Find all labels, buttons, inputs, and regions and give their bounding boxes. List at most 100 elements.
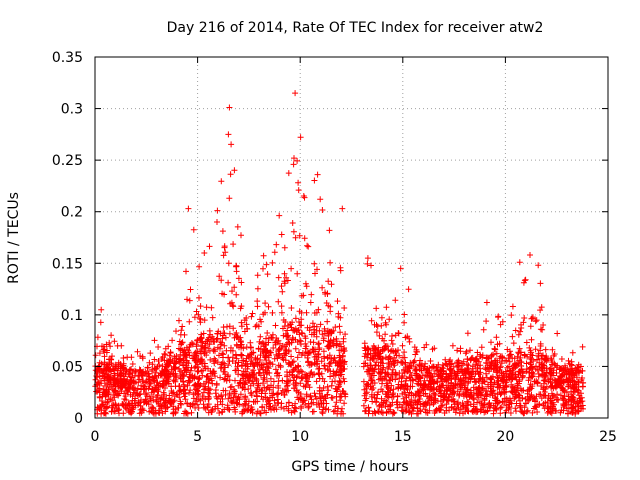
data-point (266, 335, 272, 342)
data-point (443, 361, 450, 367)
data-point (294, 157, 301, 164)
data-point (571, 371, 578, 378)
data-point (186, 343, 193, 350)
data-point (184, 400, 191, 407)
data-point (370, 372, 377, 379)
data-point (490, 387, 497, 394)
data-point (383, 343, 390, 350)
data-point (480, 326, 487, 333)
data-point (191, 382, 198, 389)
data-point (333, 388, 340, 395)
data-point (219, 350, 226, 357)
data-point (265, 397, 272, 404)
data-point (207, 356, 214, 363)
data-point (412, 376, 419, 383)
data-point (415, 389, 422, 396)
data-point (111, 338, 118, 345)
data-point (369, 356, 376, 362)
data-point (341, 305, 348, 311)
data-point (364, 351, 371, 358)
data-point (276, 351, 283, 358)
data-point (263, 371, 270, 378)
data-point (326, 227, 333, 234)
data-point (283, 383, 290, 390)
data-point (391, 354, 398, 361)
data-point (278, 309, 285, 316)
data-point (491, 379, 498, 386)
data-point (312, 346, 319, 353)
data-point (396, 352, 403, 359)
data-point (421, 344, 428, 351)
data-point (238, 351, 245, 358)
data-point (268, 382, 274, 389)
data-point (236, 401, 243, 408)
data-point (239, 385, 246, 391)
data-point (528, 336, 535, 343)
data-point (248, 344, 254, 351)
data-point (203, 338, 210, 345)
data-point (399, 373, 406, 379)
data-point (528, 370, 535, 377)
data-point (426, 365, 433, 371)
data-point (365, 404, 372, 411)
data-point (534, 380, 541, 387)
data-point (263, 409, 270, 416)
data-point (560, 402, 567, 409)
data-point (262, 366, 269, 373)
data-point (431, 370, 438, 377)
data-point (179, 323, 186, 330)
data-point (220, 252, 227, 259)
data-point (272, 322, 279, 329)
y-tick-label: 0.3 (61, 102, 83, 118)
data-point (151, 378, 158, 385)
data-point (225, 131, 232, 138)
data-point (322, 395, 329, 402)
data-point (133, 368, 139, 375)
data-point (245, 402, 252, 409)
data-point (333, 393, 340, 400)
data-point (267, 375, 274, 382)
x-tick-label: 10 (291, 429, 309, 445)
data-point (405, 286, 412, 293)
data-point (181, 331, 188, 338)
data-point (408, 372, 415, 379)
data-point (433, 386, 440, 393)
data-point (234, 333, 241, 340)
data-point (406, 409, 413, 416)
data-point (306, 324, 313, 331)
data-point (107, 343, 114, 350)
data-point (410, 359, 417, 366)
data-point (271, 406, 278, 413)
data-point (553, 370, 560, 376)
data-point (398, 374, 405, 381)
data-point (186, 373, 193, 380)
data-point (402, 361, 409, 368)
data-point (236, 396, 243, 403)
data-point (111, 370, 118, 377)
data-point (497, 364, 504, 371)
data-point (535, 262, 542, 269)
data-point (188, 364, 195, 371)
data-point (411, 344, 418, 351)
data-point (302, 371, 309, 378)
data-point (296, 349, 302, 356)
data-point (340, 335, 347, 342)
data-point (176, 394, 183, 401)
data-point (492, 395, 499, 402)
y-tick-label: 0.1 (61, 308, 83, 324)
data-point (136, 400, 142, 407)
data-point (544, 399, 551, 405)
data-point (498, 404, 505, 411)
data-point (400, 395, 407, 402)
data-point (283, 274, 290, 281)
data-point (191, 357, 198, 364)
data-point (401, 319, 408, 326)
data-point (257, 409, 263, 416)
data-point (570, 388, 577, 395)
data-point (236, 344, 242, 351)
data-point (235, 371, 242, 378)
data-point (116, 372, 123, 379)
data-point (324, 318, 331, 325)
data-point (521, 315, 528, 321)
